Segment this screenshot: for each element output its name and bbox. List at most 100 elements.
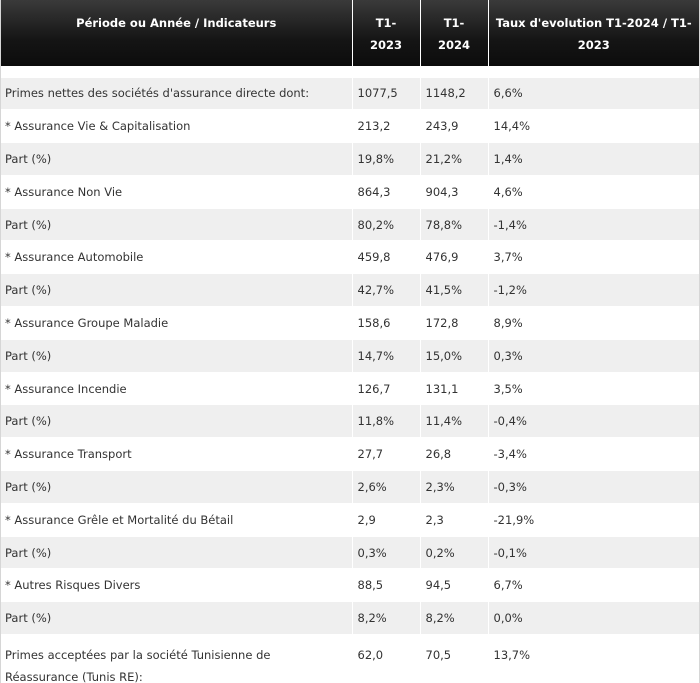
table-row: * Assurance Incendie 126,7 131,1 3,5% xyxy=(1,372,699,406)
t1-2023-cell: 2,9 xyxy=(352,503,421,537)
growth-rate-cell: 6,7% xyxy=(488,568,699,603)
t1-2024-cell: 2,3 xyxy=(420,503,489,537)
header-growth-rate-label: Taux d'evolution T1-2024 / T1- 2023 xyxy=(495,16,692,52)
table-body: Primes nettes des sociétés d'assurance d… xyxy=(1,66,699,683)
t1-2023-cell: 14,7% xyxy=(352,339,421,373)
table-row: Part (%) 14,7% 15,0% 0,3% xyxy=(1,339,699,373)
indicator-cell: * Assurance Groupe Maladie xyxy=(1,306,353,340)
growth-rate-cell: 3,5% xyxy=(488,372,699,406)
table-row: * Assurance Groupe Maladie 158,6 172,8 8,9% xyxy=(1,306,699,340)
indicator-cell: Part (%) xyxy=(1,404,353,439)
t1-2023-cell: 80,2% xyxy=(352,208,421,242)
growth-rate-cell: -0,3% xyxy=(488,470,699,504)
indicator-cell: Part (%) xyxy=(1,536,353,570)
indicator-cell: Part (%) xyxy=(1,273,353,308)
t1-2023-cell: 158,6 xyxy=(352,306,421,340)
table-row: Primes nettes des sociétés d'assurance d… xyxy=(1,77,699,111)
indicator-cell: * Assurance Transport xyxy=(1,437,353,472)
t1-2024-cell: 904,3 xyxy=(420,175,489,209)
table-row: Part (%) 80,2% 78,8% -1,4% xyxy=(1,208,699,242)
indicator-cell: Part (%) xyxy=(1,601,353,636)
t1-2023-cell: 27,7 xyxy=(352,437,421,472)
t1-2023-cell: 62,0 xyxy=(352,634,421,683)
growth-rate-cell: 0,0% xyxy=(488,601,699,636)
table-row: Part (%) 8,2% 8,2% 0,0% xyxy=(1,601,699,636)
t1-2023-cell: 88,5 xyxy=(352,568,421,603)
spacer-cell xyxy=(420,66,489,78)
t1-2023-cell: 126,7 xyxy=(352,372,421,406)
header-t1-2024-label: T1- 2024 xyxy=(437,16,470,52)
t1-2023-cell: 459,8 xyxy=(352,240,421,275)
header-growth-rate: Taux d'evolution T1-2024 / T1- 2023 xyxy=(488,0,699,66)
t1-2024-cell: 15,0% xyxy=(420,339,489,373)
growth-rate-cell: -1,4% xyxy=(488,208,699,242)
spacer-row xyxy=(1,66,699,78)
indicator-cell: * Assurance Automobile xyxy=(1,240,353,275)
indicator-cell: * Assurance Incendie xyxy=(1,372,353,406)
table-row: * Assurance Automobile 459,8 476,9 3,7% xyxy=(1,240,699,275)
indicator-cell: * Assurance Grêle et Mortalité du Bétail xyxy=(1,503,353,537)
t1-2023-cell: 2,6% xyxy=(352,470,421,504)
t1-2024-cell: 41,5% xyxy=(420,273,489,308)
t1-2023-cell: 19,8% xyxy=(352,142,421,176)
table-row: Part (%) 11,8% 11,4% -0,4% xyxy=(1,404,699,439)
t1-2024-cell: 1148,2 xyxy=(420,77,489,111)
indicator-cell: * Assurance Vie & Capitalisation xyxy=(1,109,353,144)
growth-rate-cell: -3,4% xyxy=(488,437,699,472)
indicator-cell: Part (%) xyxy=(1,470,353,504)
table-row: Primes acceptées par la société Tunisien… xyxy=(1,634,699,683)
t1-2024-cell: 78,8% xyxy=(420,208,489,242)
t1-2023-cell: 0,3% xyxy=(352,536,421,570)
growth-rate-cell: -21,9% xyxy=(488,503,699,537)
growth-rate-cell: 4,6% xyxy=(488,175,699,209)
t1-2023-cell: 11,8% xyxy=(352,404,421,439)
growth-rate-cell: -0,4% xyxy=(488,404,699,439)
header-t1-2024: T1- 2024 xyxy=(420,0,489,66)
t1-2024-cell: 172,8 xyxy=(420,306,489,340)
table-row: Part (%) 19,8% 21,2% 1,4% xyxy=(1,142,699,176)
indicator-cell: Primes acceptées par la société Tunisien… xyxy=(1,634,353,683)
t1-2024-cell: 2,3% xyxy=(420,470,489,504)
header-indicators: Période ou Année / Indicateurs xyxy=(1,0,353,66)
indicator-cell: Part (%) xyxy=(1,208,353,242)
growth-rate-cell: -1,2% xyxy=(488,273,699,308)
t1-2024-cell: 26,8 xyxy=(420,437,489,472)
growth-rate-cell: 14,4% xyxy=(488,109,699,144)
indicator-cell: Part (%) xyxy=(1,339,353,373)
table-row: * Assurance Non Vie 864,3 904,3 4,6% xyxy=(1,175,699,209)
spacer-cell xyxy=(352,66,421,78)
t1-2024-cell: 0,2% xyxy=(420,536,489,570)
t1-2023-cell: 1077,5 xyxy=(352,77,421,111)
header-indicators-label: Période ou Année / Indicateurs xyxy=(76,16,277,30)
table-row: Part (%) 0,3% 0,2% -0,1% xyxy=(1,536,699,570)
growth-rate-cell: 0,3% xyxy=(488,339,699,373)
table-row: Part (%) 42,7% 41,5% -1,2% xyxy=(1,273,699,308)
t1-2024-cell: 11,4% xyxy=(420,404,489,439)
table-row: * Assurance Transport 27,7 26,8 -3,4% xyxy=(1,437,699,472)
t1-2024-cell: 131,1 xyxy=(420,372,489,406)
indicator-cell: * Assurance Non Vie xyxy=(1,175,353,209)
growth-rate-cell: 8,9% xyxy=(488,306,699,340)
header-row: Période ou Année / Indicateurs T1- 2023 T… xyxy=(1,0,699,66)
header-t1-2023: T1- 2023 xyxy=(352,0,421,66)
t1-2023-cell: 864,3 xyxy=(352,175,421,209)
t1-2024-cell: 94,5 xyxy=(420,568,489,603)
table-row: * Autres Risques Divers 88,5 94,5 6,7% xyxy=(1,568,699,603)
table-header: Période ou Année / Indicateurs T1- 2023 T… xyxy=(1,0,699,66)
header-t1-2023-label: T1- 2023 xyxy=(369,16,402,52)
indicator-cell: * Autres Risques Divers xyxy=(1,568,353,603)
t1-2024-cell: 70,5 xyxy=(420,634,489,683)
t1-2023-cell: 213,2 xyxy=(352,109,421,144)
t1-2023-cell: 8,2% xyxy=(352,601,421,636)
table-row: Part (%) 2,6% 2,3% -0,3% xyxy=(1,470,699,504)
table-row: * Assurance Vie & Capitalisation 213,2 243… xyxy=(1,109,699,144)
growth-rate-cell: 3,7% xyxy=(488,240,699,275)
table-row: * Assurance Grêle et Mortalité du Bétail… xyxy=(1,503,699,537)
t1-2024-cell: 21,2% xyxy=(420,142,489,176)
indicator-cell: Part (%) xyxy=(1,142,353,176)
growth-rate-cell: 1,4% xyxy=(488,142,699,176)
t1-2024-cell: 476,9 xyxy=(420,240,489,275)
spacer-cell xyxy=(488,66,699,78)
